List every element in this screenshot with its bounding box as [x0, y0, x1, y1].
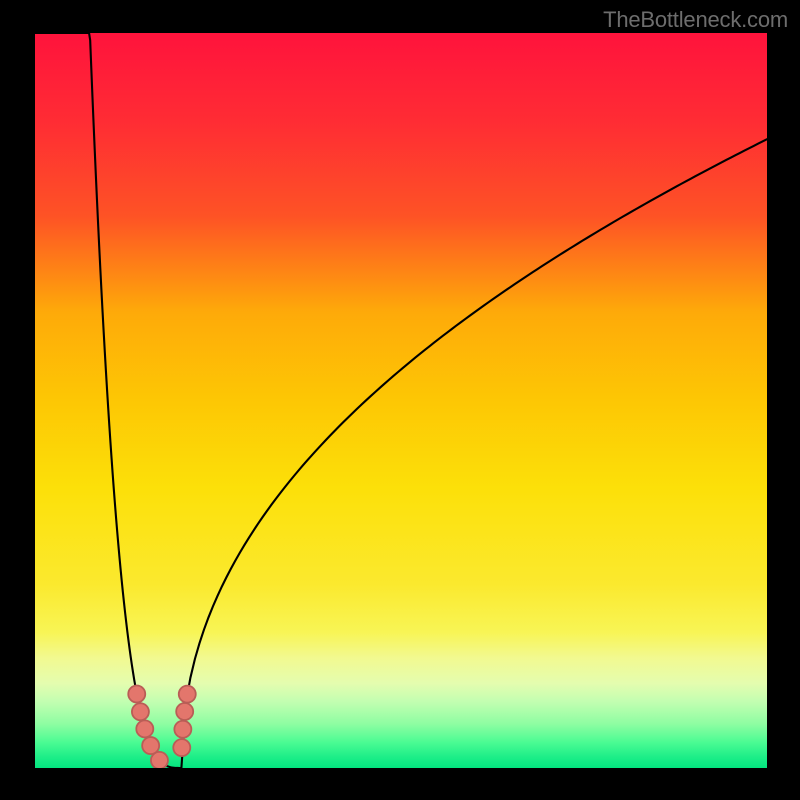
tolerance-marker — [174, 721, 191, 738]
bottleneck-chart — [0, 0, 800, 800]
tolerance-marker — [128, 686, 145, 703]
watermark-text: TheBottleneck.com — [603, 7, 788, 33]
tolerance-marker — [179, 686, 196, 703]
chart-stage: TheBottleneck.com — [0, 0, 800, 800]
tolerance-marker — [136, 720, 153, 737]
tolerance-marker — [132, 703, 149, 720]
tolerance-marker — [176, 703, 193, 720]
plot-gradient-background — [35, 33, 767, 768]
tolerance-marker — [173, 739, 190, 756]
tolerance-marker — [142, 737, 159, 754]
